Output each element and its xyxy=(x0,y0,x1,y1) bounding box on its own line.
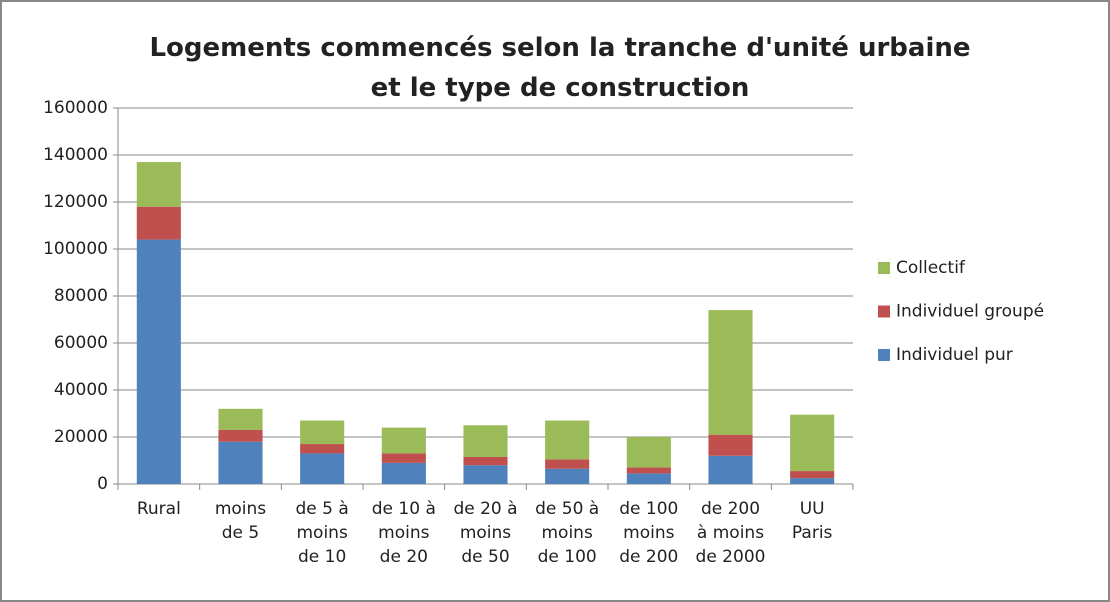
bar-segment xyxy=(300,453,345,484)
bar-segment xyxy=(463,465,508,484)
bar-segment xyxy=(218,408,263,430)
legend-swatch xyxy=(878,262,890,274)
bar-segment xyxy=(136,162,181,207)
x-tick-label: moins de 5 xyxy=(215,499,266,543)
y-tick-label: 100000 xyxy=(43,239,108,259)
bar-segment xyxy=(708,434,753,456)
bar-segment xyxy=(300,420,345,445)
bar-segment xyxy=(626,467,671,474)
legend-swatch xyxy=(878,305,890,318)
bar-segment xyxy=(218,429,263,442)
bar-segment xyxy=(381,427,426,454)
bar-segment xyxy=(545,468,590,484)
chart-title: Logements commencés selon la tranche d'u… xyxy=(149,33,970,103)
bar-segment xyxy=(545,459,590,469)
bar-segment xyxy=(790,414,835,472)
x-tick-label: Rural xyxy=(137,499,181,519)
legend-label: Individuel pur xyxy=(896,345,1013,365)
y-tick-label: 40000 xyxy=(54,380,108,400)
y-tick-label: 140000 xyxy=(43,145,108,165)
bar-segment xyxy=(790,478,835,484)
legend-swatch xyxy=(878,349,890,361)
bar-segment xyxy=(136,206,181,240)
x-tick-label: UU Paris xyxy=(792,499,833,543)
bar-segment xyxy=(626,437,671,468)
y-tick-label: 20000 xyxy=(54,427,108,447)
bar-segment xyxy=(463,425,508,457)
bar-segment xyxy=(626,473,671,484)
bar-segment xyxy=(136,239,181,484)
y-tick-label: 160000 xyxy=(43,98,108,118)
y-tick-label: 60000 xyxy=(54,333,108,353)
legend-label: Collectif xyxy=(896,258,966,278)
x-tick-label: de 5 à moins de 10 xyxy=(296,499,349,567)
y-tick-label: 0 xyxy=(97,474,108,494)
bar-segment xyxy=(545,420,590,460)
bar-segment xyxy=(463,456,508,466)
x-tick-label: de 200 à moins de 2000 xyxy=(696,499,766,567)
bar-segment xyxy=(790,471,835,479)
bar-segment xyxy=(381,462,426,484)
x-tick-label: de 20 à moins de 50 xyxy=(453,499,517,567)
bar-segment xyxy=(218,441,263,484)
bar-segment xyxy=(300,444,345,454)
bar-segment xyxy=(708,455,753,484)
bar-segment xyxy=(708,310,753,435)
x-tick-label: de 10 à moins de 20 xyxy=(372,499,436,567)
x-tick-label: de 50 à moins de 100 xyxy=(535,499,599,567)
bar-segment xyxy=(381,453,426,463)
y-tick-label: 120000 xyxy=(43,192,108,212)
y-tick-label: 80000 xyxy=(54,286,108,306)
x-tick-label: de 100 moins de 200 xyxy=(619,499,678,567)
legend-label: Individuel groupé xyxy=(896,302,1044,322)
